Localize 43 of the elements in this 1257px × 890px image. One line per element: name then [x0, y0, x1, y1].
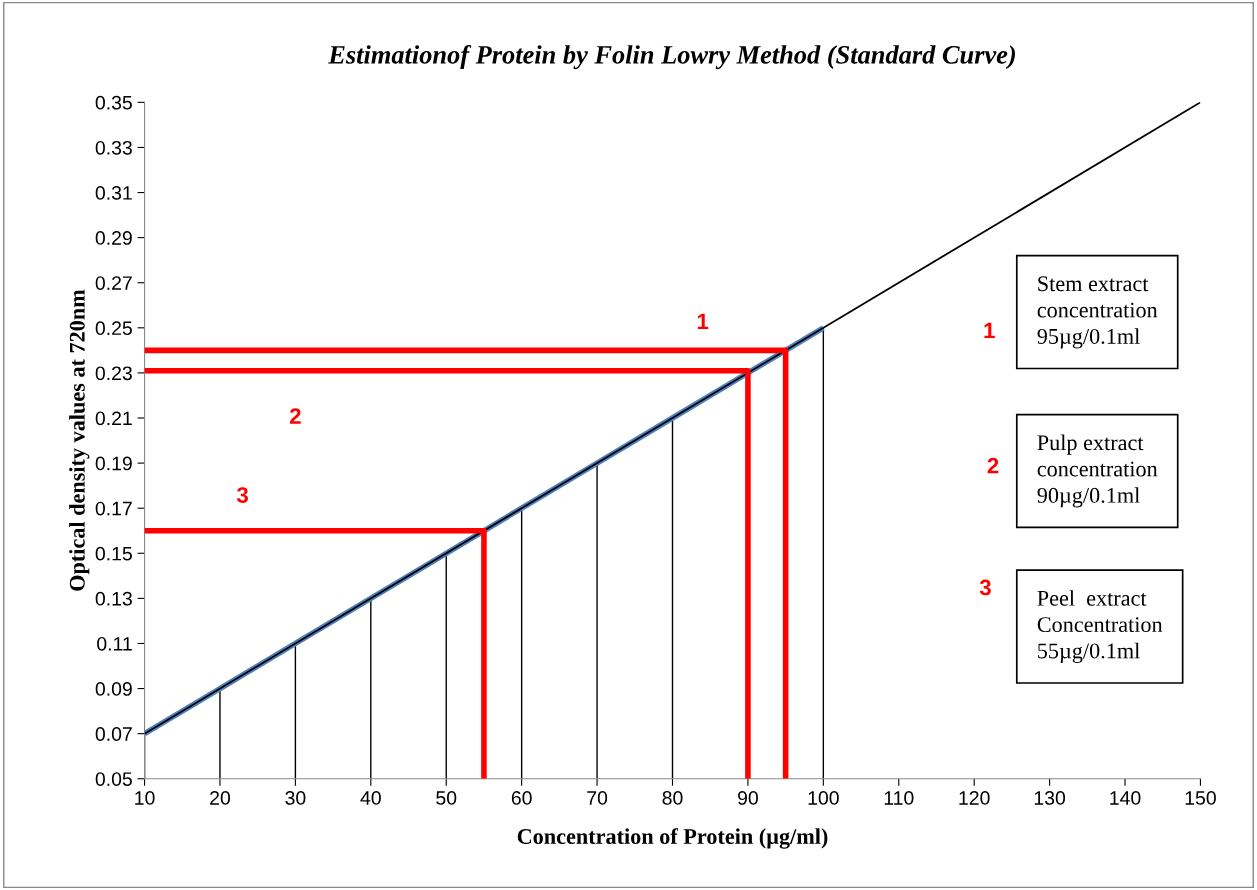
y-tick-label: 0.17 [95, 501, 132, 516]
y-tick-label: 0.29 [95, 231, 132, 245]
x-tick-label: 130 [1034, 791, 1066, 805]
y-tick-label: 0.35 [95, 95, 132, 110]
x-tick-label: 60 [511, 791, 532, 805]
x-tick-label: 90 [738, 791, 758, 805]
y-tick-label: 0.05 [95, 772, 132, 786]
x-tick-label: 10 [135, 791, 155, 805]
y-tick-label: 0.25 [95, 321, 132, 336]
x-tick-label: 150 [1185, 791, 1216, 805]
x-tick-label: 140 [1110, 791, 1141, 805]
y-tick-label: 0.11 [97, 636, 132, 651]
annotation: Stem extract concentration 95µg/0.1ml [1037, 276, 1158, 349]
x-tick-label: 50 [436, 791, 457, 805]
x-tick-label: 100 [808, 791, 839, 805]
y-tick-label: 0.31 [95, 186, 132, 200]
annotation: 1 [697, 313, 709, 330]
annotation: 1 [984, 322, 995, 339]
y-tick-label: 0.09 [95, 682, 132, 696]
annotation: Pulp extract concentration 90µg/0.1ml [1037, 434, 1158, 508]
y-tick-label: 0.23 [95, 366, 132, 381]
x-tick-label: 120 [959, 791, 990, 805]
y-tick-label: 0.27 [95, 276, 132, 290]
x-tick-label: 70 [587, 791, 608, 805]
y-tick-label: 0.07 [95, 727, 132, 741]
chart-title: Estimationof Protein by Folin Lowry Method (Standard Curve) [328, 44, 1015, 70]
x-tick-label: 80 [662, 791, 683, 805]
annotation: 2 [987, 457, 999, 474]
annotation: 3 [979, 579, 991, 596]
annotation: Peel extract Concentration 55µg/0.1ml [1037, 590, 1163, 663]
annotation: 3 [236, 487, 248, 503]
y-tick-label: 0.13 [95, 591, 132, 606]
y-tick-label: 0.19 [95, 456, 132, 471]
x-tick-label: 30 [285, 791, 306, 805]
annotation: 2 [289, 408, 301, 424]
y-axis-title: Optical density values at 720nm [69, 289, 90, 591]
x-tick-label: 20 [210, 791, 231, 805]
x-axis-title: Concentration of Protein (µg/ml) [517, 828, 828, 849]
x-tick-label: 110 [884, 791, 914, 805]
y-tick-label: 0.33 [95, 140, 132, 155]
y-tick-label: 0.15 [95, 546, 132, 561]
x-tick-label: 40 [360, 791, 381, 805]
y-tick-label: 0.21 [95, 411, 132, 426]
